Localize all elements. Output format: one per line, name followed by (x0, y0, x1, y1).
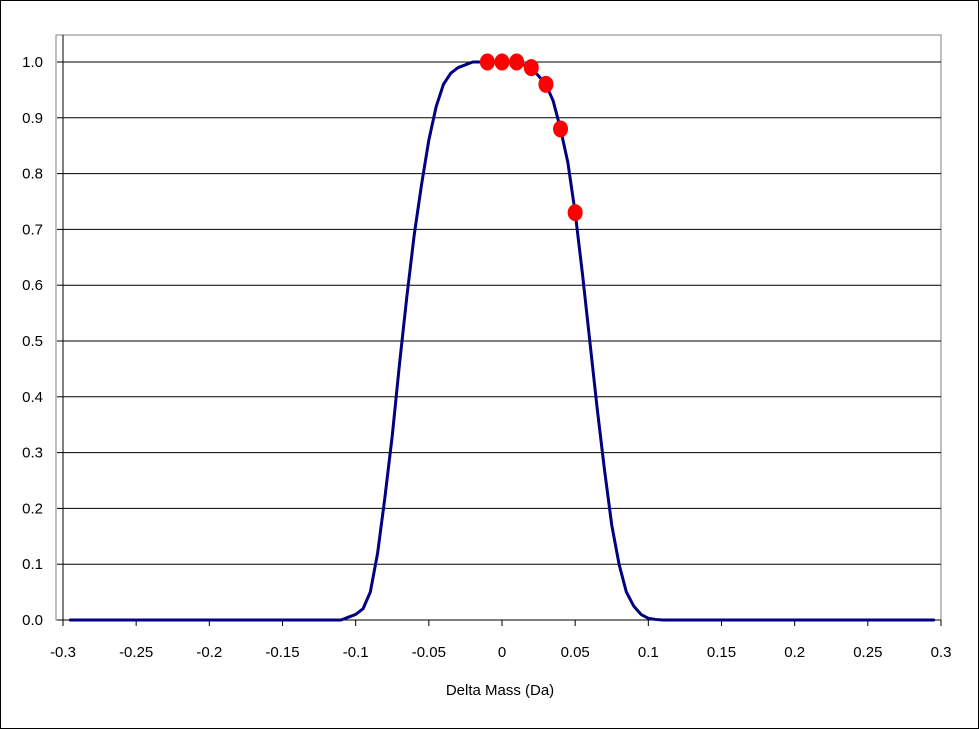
x-tick-label-11: 0.25 (853, 644, 882, 661)
x-axis-title: Delta Mass (Da) (446, 682, 554, 699)
x-tick-label-9: 0.15 (707, 644, 736, 661)
x-tick-label-5: -0.05 (412, 644, 446, 661)
x-tick-label-0: -0.3 (50, 644, 76, 661)
data-point-2 (509, 53, 525, 71)
x-tick-label-3: -0.15 (265, 644, 299, 661)
x-tick-label-2: -0.2 (196, 644, 222, 661)
y-tick-label-6: 0.6 (22, 277, 43, 294)
x-tick-label-12: 0.3 (931, 644, 952, 661)
x-tick-label-1: -0.25 (119, 644, 153, 661)
y-tick-labels: 0.0 0.1 0.2 0.3 0.4 0.5 0.6 0.7 0.8 0.9 1.0 (22, 54, 43, 629)
x-tick-labels: -0.3 -0.25 -0.2 -0.15 -0.1 -0.05 0 0.05 0.1 0.15 0… (50, 644, 951, 661)
y-tick-label-8: 0.8 (22, 166, 43, 183)
x-tick-label-4: -0.1 (343, 644, 369, 661)
x-tick-label-6: 0 (498, 644, 506, 661)
y-tick-label-1: 0.1 (22, 556, 43, 573)
x-tick-label-8: 0.1 (638, 644, 659, 661)
data-point-6 (567, 204, 583, 222)
data-point-1 (494, 53, 510, 71)
data-point-4 (538, 75, 554, 93)
y-tick-label-0: 0.0 (22, 612, 43, 629)
data-point-0 (479, 53, 495, 71)
x-tick-label-10: 0.2 (784, 644, 805, 661)
x-tick-label-7: 0.05 (561, 644, 590, 661)
y-tick-label-5: 0.5 (22, 333, 43, 350)
y-tick-label-3: 0.3 (22, 445, 43, 462)
y-tick-label-2: 0.2 (22, 500, 43, 517)
y-tick-label-10: 1.0 (22, 54, 43, 71)
plot-area (55, 34, 942, 621)
y-tick-label-7: 0.7 (22, 221, 43, 238)
series-layer (68, 53, 936, 622)
y-tick-label-9: 0.9 (22, 110, 43, 127)
data-point-3 (523, 59, 539, 77)
data-point-5 (553, 120, 569, 138)
y-tick-label-4: 0.4 (22, 389, 43, 406)
